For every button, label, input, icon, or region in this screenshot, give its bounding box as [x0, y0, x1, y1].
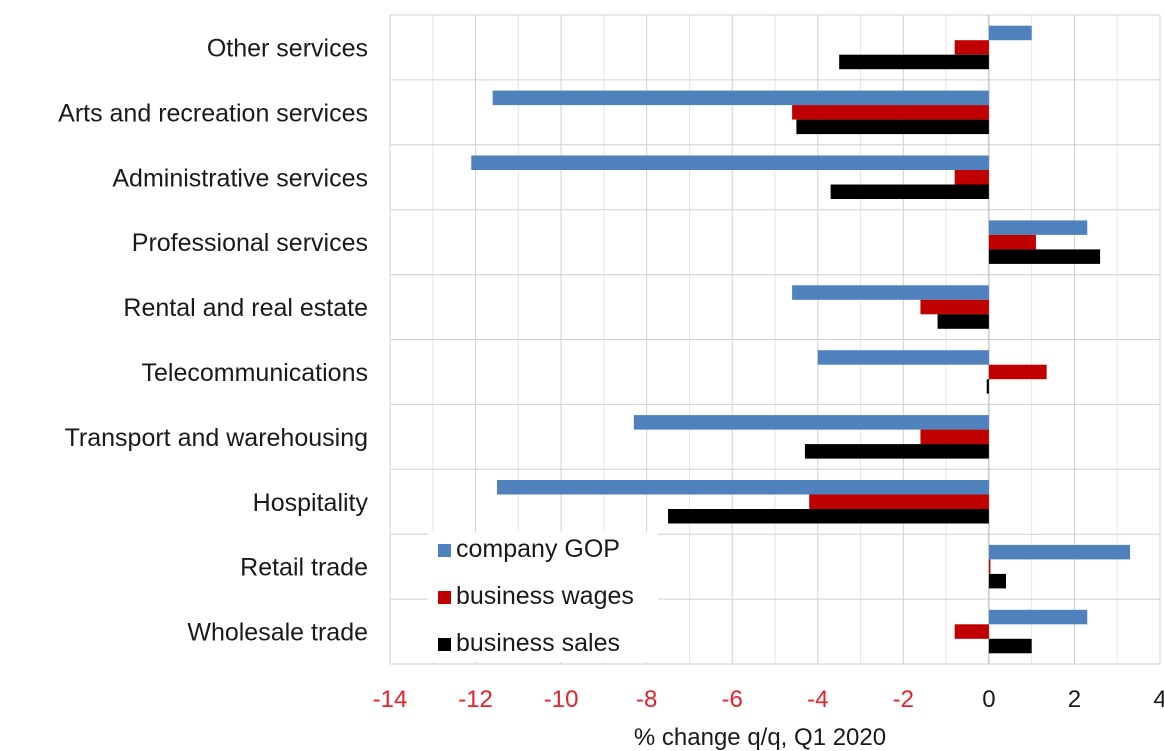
category-label: Transport and warehousing [65, 424, 368, 452]
legend: company GOP business wages business sales [428, 532, 658, 662]
bar-business-sales [668, 509, 989, 524]
bar-business-sales [839, 54, 989, 70]
x-tick-label: -10 [544, 686, 579, 713]
bar-business-sales [986, 379, 989, 394]
category-labels: Other services Arts and recreation servic… [58, 34, 368, 646]
category-label: Telecommunications [142, 359, 369, 387]
x-tick-label: -6 [722, 686, 743, 713]
x-tick-label: -12 [458, 686, 493, 713]
bar-company-gop [471, 155, 989, 170]
legend-swatch [438, 591, 451, 604]
bar-business-sales [988, 249, 1101, 264]
bar-business-sales [796, 119, 989, 135]
x-tick-label: -2 [893, 686, 914, 713]
bars [471, 25, 1131, 654]
category-label: Professional services [132, 229, 368, 257]
bar-business-sales [988, 638, 1032, 654]
category-label: Other services [207, 34, 368, 62]
bar-business-wages [809, 494, 989, 509]
legend-swatch [438, 638, 451, 651]
bar-business-wages [920, 429, 989, 445]
x-tick-label: -4 [807, 686, 828, 713]
category-label: Hospitality [253, 489, 369, 517]
bar-business-wages [920, 299, 989, 315]
legend-box [428, 532, 658, 662]
bar-business-wages [954, 40, 989, 55]
bar-company-gop [988, 220, 1088, 235]
x-tick-label: 0 [982, 686, 995, 713]
bar-company-gop [633, 415, 989, 430]
bar-business-wages [792, 105, 989, 120]
category-label: Rental and real estate [123, 294, 368, 322]
category-label: Arts and recreation services [58, 99, 368, 127]
bar-business-wages [988, 559, 991, 574]
bar-business-sales [937, 314, 989, 329]
x-tick-label: 2 [1068, 686, 1081, 713]
bar-business-sales [804, 444, 989, 459]
bar-company-gop [988, 544, 1131, 560]
bar-company-gop [988, 609, 1088, 625]
bar-business-wages [954, 170, 989, 185]
bar-business-sales [988, 573, 1006, 589]
category-label: Retail trade [240, 554, 368, 582]
bar-business-wages [988, 234, 1036, 250]
bar-company-gop [492, 90, 989, 106]
bar-company-gop [792, 285, 989, 300]
bar-business-wages [988, 364, 1047, 380]
legend-swatch [438, 544, 451, 557]
legend-label: business wages [456, 582, 634, 610]
x-tick-label: 4 [1153, 686, 1164, 713]
bar-company-gop [817, 350, 989, 365]
category-label: Administrative services [112, 164, 368, 192]
x-tick-label: -14 [373, 686, 408, 713]
legend-label: business sales [456, 629, 620, 657]
bar-company-gop [988, 25, 1032, 41]
category-label: Wholesale trade [187, 619, 368, 647]
x-axis-title: % change q/q, Q1 2020 [634, 724, 886, 751]
bar-company-gop [496, 480, 989, 495]
bar-business-wages [954, 624, 989, 639]
x-tick-label: -8 [636, 686, 657, 713]
x-axis: % change q/q, Q1 2020 -14 -12 -10 -8 -6 -4 -2 0… [373, 686, 1164, 751]
bar-business-sales [830, 184, 989, 199]
legend-label: company GOP [456, 535, 620, 563]
